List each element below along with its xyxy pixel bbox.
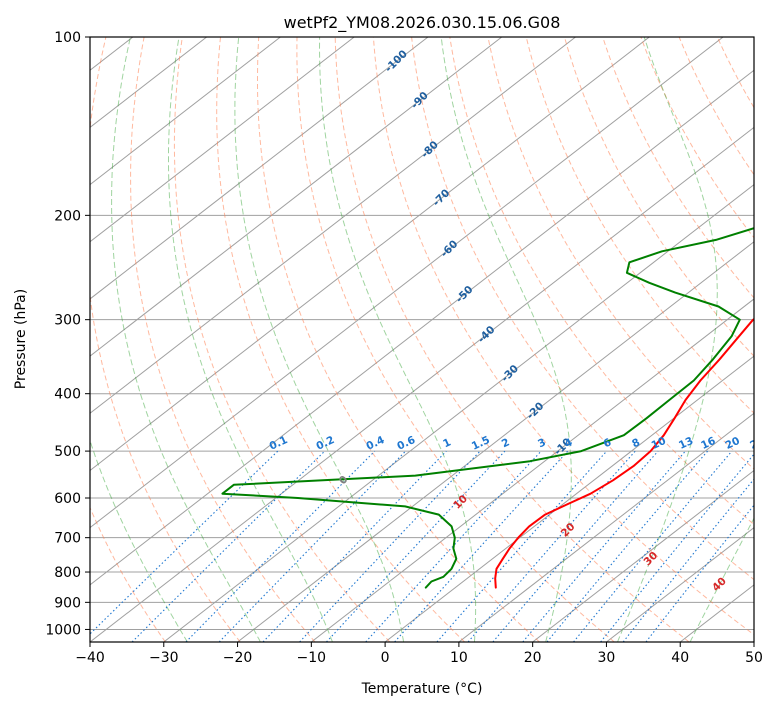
- mixing-ratio-line: [394, 450, 569, 642]
- isotherm-line: [237, 241, 754, 642]
- moist-adiabat-line: [234, 37, 405, 642]
- x-tick-label: 40: [671, 650, 689, 666]
- mixing-ratio-label: 8: [630, 436, 642, 450]
- dry-adiabat-line: [296, 37, 615, 642]
- mixing-ratio-label: 1: [441, 436, 453, 450]
- dry-adiabat-line: [449, 37, 754, 526]
- y-axis: 100 200 300 400 500 600 700 800 900 1000: [45, 30, 90, 638]
- x-tick-label: −30: [149, 650, 179, 666]
- mixing-ratio-label: 10: [650, 435, 668, 452]
- mixing-ratio-label: 13: [677, 435, 695, 452]
- isotherm-line: [90, 37, 281, 186]
- chart-title: wetPf2_YM08.2026.030.15.06.G08: [284, 13, 561, 33]
- isotherm-line: [90, 37, 724, 529]
- isotherm-line: [532, 469, 754, 642]
- x-axis: −40 −30 −20 −10 0 10 20 30 40 50: [75, 642, 763, 666]
- mixing-ratio-label: 6: [602, 436, 614, 450]
- dry-adiabat-line: [90, 37, 241, 642]
- y-tick-label: 100: [54, 30, 81, 46]
- mixing-ratio-line: [600, 453, 754, 642]
- y-tick-label: 500: [54, 444, 81, 460]
- isotherm-line: [90, 126, 754, 642]
- mixing-ratio-line: [185, 450, 376, 642]
- isotherm-line: [90, 37, 355, 243]
- dry-adiabat-line: [334, 37, 690, 642]
- x-tick-label: −10: [297, 650, 327, 666]
- x-tick-label: 10: [450, 650, 468, 666]
- y-tick-label: 1000: [45, 622, 81, 638]
- mixing-ratio-label: 3: [536, 436, 548, 450]
- isotherm-line: [90, 37, 503, 357]
- plot-frame: [89, 36, 755, 643]
- y-tick-label: 900: [54, 595, 81, 611]
- mixing-ratio-line: [645, 504, 754, 642]
- y-axis-label: Pressure (hPa): [13, 289, 29, 389]
- dry-adiabat-line: [216, 37, 465, 642]
- dry-adiabat-line: [564, 37, 754, 357]
- moist-adiabat-line: [90, 439, 188, 642]
- dry-adiabat-line: [602, 37, 754, 299]
- dry-adiabat-line: [372, 37, 754, 636]
- mixing-ratio-label: 16: [699, 435, 717, 452]
- mixing-ratio-line: [218, 450, 406, 642]
- isotherm-line: [606, 527, 754, 642]
- y-tick-label: 200: [54, 208, 81, 224]
- mixing-ratio-label: 4: [563, 436, 575, 450]
- mixing-ratio-label: 2: [500, 436, 512, 450]
- x-tick-label: 0: [381, 650, 390, 666]
- isotherm-line: [90, 69, 754, 586]
- x-tick-label: −20: [223, 650, 253, 666]
- y-tick-label: 400: [54, 387, 81, 403]
- moist-adiabat-line: [617, 37, 718, 642]
- moist-adiabat-line: [318, 37, 477, 642]
- isotherm-line: [90, 37, 576, 414]
- mixing-ratio-line: [436, 450, 608, 642]
- isotherm-line: [163, 183, 754, 642]
- dry-adiabat-line: [678, 37, 754, 176]
- temperature-profile: [494, 317, 754, 589]
- mixing-ratio-line: [131, 450, 326, 642]
- data-series: [221, 227, 754, 589]
- mixing-ratio-label: 25: [748, 435, 766, 452]
- y-tick-label: 800: [54, 565, 81, 581]
- x-tick-label: 50: [745, 650, 763, 666]
- y-tick-label: 300: [54, 313, 81, 329]
- mixing-ratio-line: [90, 450, 279, 635]
- mixing-ratio-line: [622, 478, 754, 642]
- mixing-ratio-label: 20: [723, 435, 741, 452]
- x-tick-label: 30: [598, 650, 616, 666]
- background-lines: [90, 37, 754, 642]
- x-tick-label: −40: [75, 650, 105, 666]
- moist-adiabat-line: [111, 37, 261, 642]
- dewpoint-profile: [221, 227, 754, 589]
- moist-adiabat-line: [168, 37, 333, 642]
- y-tick-label: 700: [54, 531, 81, 547]
- isotherm-line: [458, 412, 754, 642]
- isotherm-line: [311, 298, 754, 642]
- x-tick-label: 20: [524, 650, 542, 666]
- mixing-ratio-line: [573, 450, 733, 642]
- x-axis-label: Temperature (°C): [361, 681, 483, 697]
- dry-adiabat-line: [130, 37, 316, 642]
- moist-adiabat-line: [440, 37, 572, 642]
- isotherm-line: [90, 37, 429, 300]
- mixing-ratio-line: [546, 450, 709, 642]
- mixing-ratio-line: [522, 450, 686, 642]
- isotherm-line: [90, 37, 650, 472]
- moist-adiabat-line: [689, 517, 754, 642]
- dry-adiabat-line: [640, 37, 754, 239]
- dry-adiabat-line: [173, 37, 391, 642]
- mixing-ratio-line: [262, 450, 447, 642]
- y-tick-label: 600: [54, 491, 81, 507]
